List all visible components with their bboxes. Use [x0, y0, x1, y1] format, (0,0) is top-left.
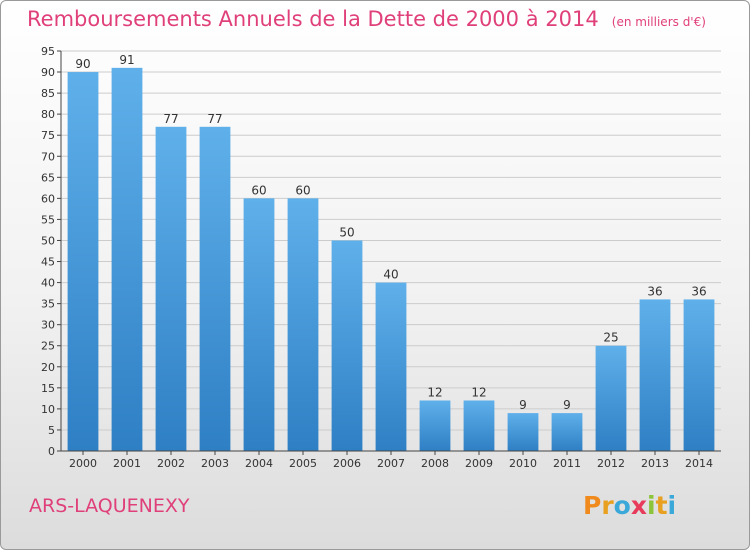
- y-tick-label: 90: [41, 66, 55, 79]
- x-tick-label-2013: 2013: [641, 457, 669, 470]
- y-tick-label: 80: [41, 108, 55, 121]
- bar-2007: [375, 282, 407, 451]
- data-label-2005: 60: [295, 183, 310, 197]
- y-tick-label: 20: [41, 361, 55, 374]
- bar-2000: [67, 72, 99, 451]
- data-label-2002: 77: [163, 112, 178, 126]
- logo-letter: i: [667, 491, 677, 520]
- x-tick-label-2010: 2010: [509, 457, 537, 470]
- bar-2006: [331, 240, 363, 451]
- logo-letter: P: [583, 491, 602, 520]
- bar-2008: [419, 400, 451, 451]
- data-label-2000: 90: [75, 57, 90, 71]
- logo-letter: t: [655, 491, 668, 520]
- bar-2013: [639, 299, 671, 451]
- x-tick-label-2007: 2007: [377, 457, 405, 470]
- bar-2004: [243, 198, 275, 451]
- y-tick-label: 5: [48, 424, 55, 437]
- y-tick-label: 70: [41, 150, 55, 163]
- data-label-2001: 91: [119, 53, 134, 67]
- x-tick-label-2006: 2006: [333, 457, 361, 470]
- y-tick-label: 0: [48, 445, 55, 458]
- y-tick-label: 30: [41, 319, 55, 332]
- data-label-2013: 36: [647, 284, 662, 298]
- bar-2005: [287, 198, 319, 451]
- bar-2011: [551, 413, 583, 451]
- data-label-2012: 25: [603, 331, 618, 345]
- data-label-2008: 12: [427, 385, 442, 399]
- y-tick-label: 35: [41, 298, 55, 311]
- y-tick-label: 95: [41, 45, 55, 58]
- logo-letter: x: [630, 491, 647, 520]
- data-label-2003: 77: [207, 112, 222, 126]
- bar-2002: [155, 126, 187, 451]
- chart-title: Remboursements Annuels de la Dette de 20…: [27, 7, 599, 31]
- y-tick-label: 55: [41, 213, 55, 226]
- y-tick-label: 25: [41, 340, 55, 353]
- y-tick-label: 50: [41, 234, 55, 247]
- proxiti-logo: Proxiti: [583, 491, 676, 520]
- data-label-2011: 9: [563, 398, 571, 412]
- x-tick-label-2011: 2011: [553, 457, 581, 470]
- title-row: Remboursements Annuels de la Dette de 20…: [27, 7, 706, 31]
- y-tick-label: 15: [41, 382, 55, 395]
- y-tick-label: 85: [41, 87, 55, 100]
- data-label-2006: 50: [339, 225, 354, 239]
- data-label-2004: 60: [251, 183, 266, 197]
- bar-2003: [199, 126, 231, 451]
- x-tick-label-2000: 2000: [69, 457, 97, 470]
- y-tick-label: 45: [41, 256, 55, 269]
- y-tick-label: 75: [41, 129, 55, 142]
- axis-layer: 0 5 10 15 20 25 30 35 40 45 50 55 60 65 70 75 80 85 90 95 20…: [41, 45, 721, 470]
- x-tick-label-2002: 2002: [157, 457, 185, 470]
- bar-2009: [463, 400, 495, 451]
- label-layer: 90 91 77 77 60 60 50 40 12 12 9 9 25 36 36: [75, 53, 706, 412]
- bar-layer: [67, 67, 715, 451]
- x-tick-label-2008: 2008: [421, 457, 449, 470]
- logo-letter: o: [613, 491, 631, 520]
- x-tick-label-2004: 2004: [245, 457, 273, 470]
- bar-2014: [683, 299, 715, 451]
- bar-2010: [507, 413, 539, 451]
- x-tick-label-2003: 2003: [201, 457, 229, 470]
- bar-2001: [111, 67, 143, 451]
- bar-2012: [595, 345, 627, 451]
- x-tick-label-2009: 2009: [465, 457, 493, 470]
- y-tick-label: 10: [41, 403, 55, 416]
- y-tick-label: 40: [41, 277, 55, 290]
- x-tick-label-2005: 2005: [289, 457, 317, 470]
- data-label-2014: 36: [691, 284, 706, 298]
- x-tick-label-2014: 2014: [685, 457, 713, 470]
- logo-letter: i: [647, 491, 656, 520]
- chart-unit: (en milliers d'€): [611, 15, 706, 29]
- x-tick-label-2012: 2012: [597, 457, 625, 470]
- y-tick-label: 65: [41, 171, 55, 184]
- x-tick-label-2001: 2001: [113, 457, 141, 470]
- logo-letter: r: [601, 491, 614, 520]
- data-label-2009: 12: [471, 385, 486, 399]
- y-tick-label: 60: [41, 192, 55, 205]
- data-label-2007: 40: [383, 268, 398, 282]
- data-label-2010: 9: [519, 398, 527, 412]
- commune-name: ARS-LAQUENEXY: [29, 495, 190, 517]
